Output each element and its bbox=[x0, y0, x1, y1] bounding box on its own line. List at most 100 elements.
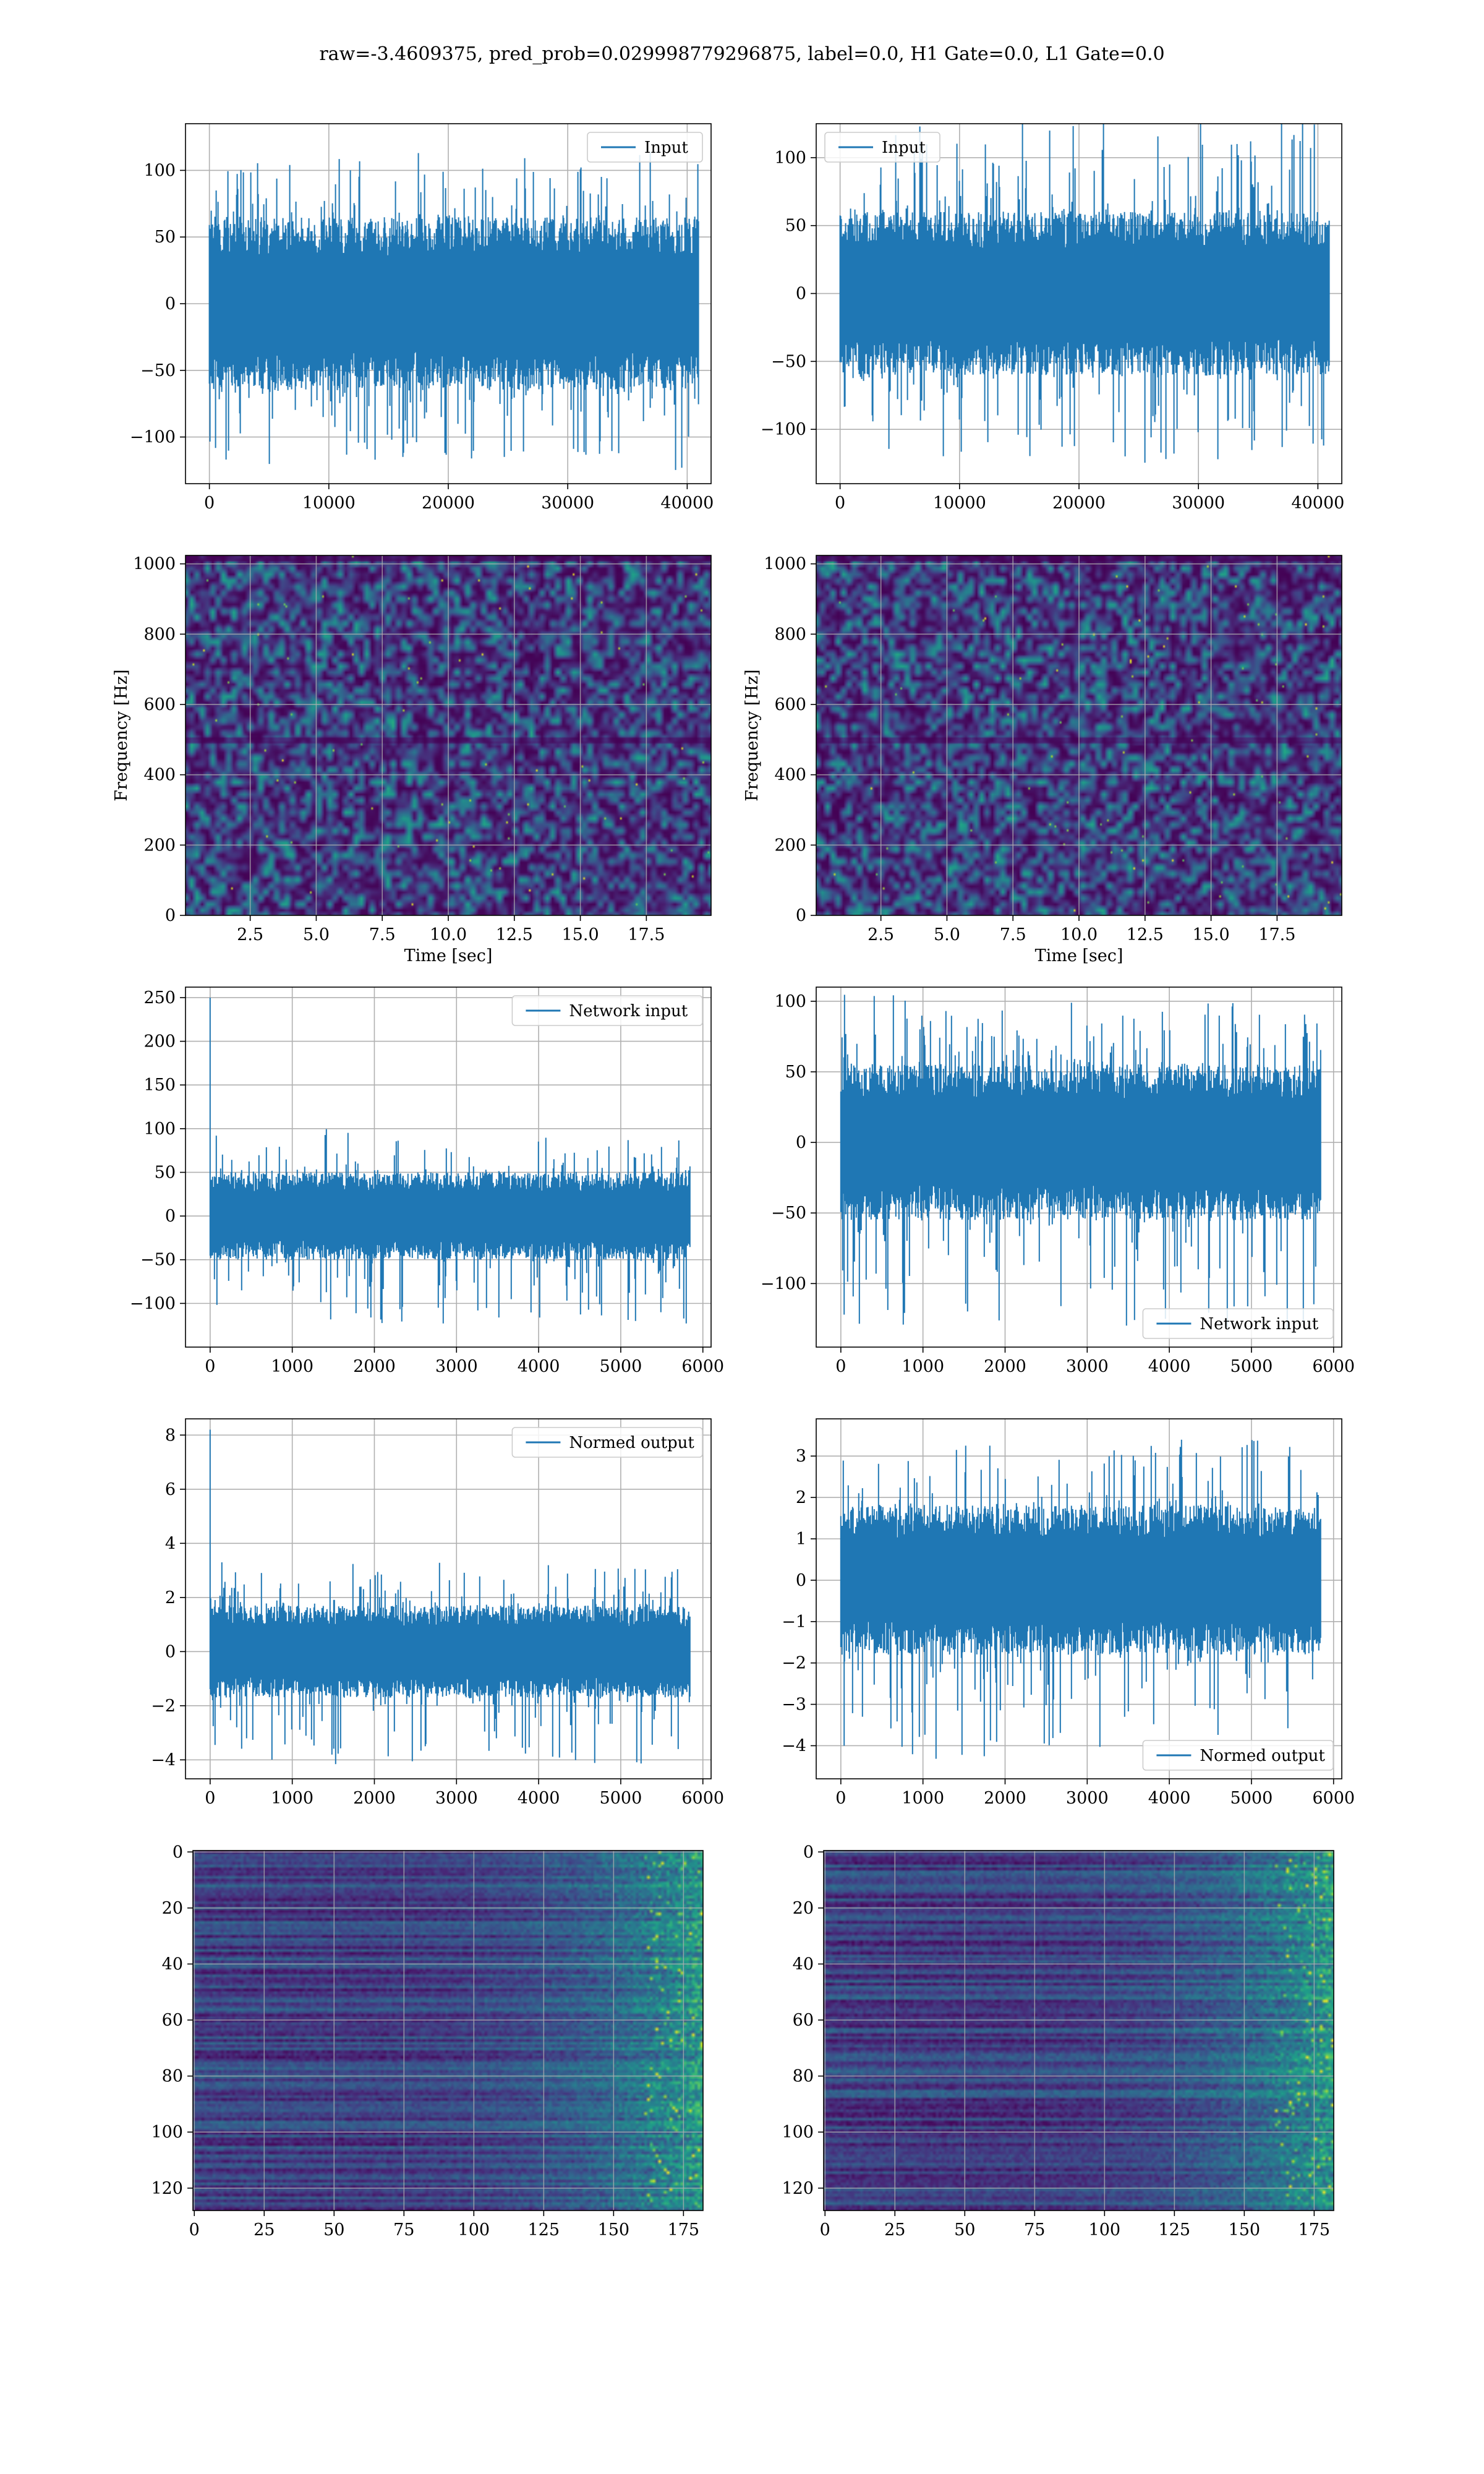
y-tick-label: 800 bbox=[774, 625, 806, 644]
y-tick-label: 40 bbox=[162, 1954, 183, 1974]
x-tick-label: 75 bbox=[393, 2220, 414, 2240]
x-tick-label: 15.0 bbox=[1193, 925, 1230, 944]
axes-frame bbox=[185, 1418, 712, 1779]
x-tick-label: 6000 bbox=[681, 1789, 724, 1808]
y-tick-label: 0 bbox=[796, 906, 806, 925]
x-tick-label: 150 bbox=[598, 2220, 630, 2240]
x-tick-label: 2.5 bbox=[237, 925, 263, 944]
x-tick-label: 10000 bbox=[933, 494, 986, 513]
y-tick-label: 20 bbox=[162, 1899, 183, 1918]
plot-l1-spectrogram: 2.5 5.0 7.5 10.0 12.5 15.0 17.5 0 200 400 600 800 10… bbox=[743, 555, 1342, 965]
x-tick-label: 30000 bbox=[541, 494, 594, 513]
x-tick-label: 2000 bbox=[984, 1789, 1026, 1808]
y-tick-label: −50 bbox=[771, 1204, 806, 1223]
y-tick-label: 0 bbox=[165, 1642, 176, 1661]
y-tick-label: 100 bbox=[774, 992, 806, 1011]
y-tick-label: −100 bbox=[761, 420, 806, 439]
y-tick-label: 0 bbox=[165, 906, 176, 925]
feature-map-image bbox=[824, 1851, 1334, 2211]
signal-trace bbox=[840, 1439, 1321, 1759]
x-tick-label: 10.0 bbox=[430, 925, 467, 944]
legend: Input bbox=[587, 132, 703, 163]
x-tick-label: 175 bbox=[668, 2220, 700, 2240]
y-tick-label: 40 bbox=[793, 1954, 814, 1974]
legend-label: Network input bbox=[1200, 1315, 1318, 1333]
signal-trace bbox=[839, 124, 1330, 463]
y-tick-label: 0 bbox=[173, 1843, 183, 1862]
y-tick-label: 800 bbox=[143, 625, 176, 644]
y-tick-label: 400 bbox=[774, 766, 806, 785]
signal-trace bbox=[209, 1429, 691, 1765]
y-tick-label: 60 bbox=[793, 2011, 814, 2030]
y-tick-label: −4 bbox=[151, 1750, 176, 1770]
y-tick-label: 200 bbox=[143, 1032, 176, 1051]
x-tick-label: 0 bbox=[835, 1789, 846, 1808]
signal-trace bbox=[208, 152, 699, 470]
x-tick-label: 6000 bbox=[1312, 1357, 1355, 1376]
plot-l1-normed-output: 0 1000 2000 3000 4000 5000 6000 −4 −3 −2 −1 0 1 2 3 Nor… bbox=[782, 1418, 1355, 1808]
x-tick-label: 3000 bbox=[435, 1789, 478, 1808]
x-tick-label: 15.0 bbox=[562, 925, 599, 944]
x-axis-label: Time [sec] bbox=[404, 946, 493, 965]
x-tick-label: 0 bbox=[189, 2220, 200, 2240]
legend-box bbox=[587, 132, 703, 163]
x-tick-label: 2000 bbox=[353, 1789, 396, 1808]
x-tick-label: 6000 bbox=[1312, 1789, 1355, 1808]
feature-map-image bbox=[193, 1851, 703, 2211]
x-tick-label: 10000 bbox=[302, 494, 356, 513]
x-tick-label: 5000 bbox=[1230, 1357, 1273, 1376]
grid-lines bbox=[824, 1851, 1334, 2211]
x-tick-label: 0 bbox=[820, 2220, 830, 2240]
x-tick-label: 3000 bbox=[1066, 1789, 1109, 1808]
grid-lines bbox=[193, 1851, 703, 2211]
x-tick-label: 4000 bbox=[518, 1357, 560, 1376]
y-axis-label: Frequency [Hz] bbox=[743, 669, 762, 801]
x-tick-label: 1000 bbox=[902, 1357, 944, 1376]
y-tick-label: 4 bbox=[165, 1534, 176, 1553]
legend-box bbox=[511, 995, 703, 1026]
axes-frame bbox=[823, 1850, 1334, 2211]
x-tick-label: 0 bbox=[204, 494, 215, 513]
y-tick-label: 1000 bbox=[764, 555, 806, 574]
x-tick-label: 0 bbox=[205, 1357, 215, 1376]
x-tick-label: 20000 bbox=[422, 494, 475, 513]
y-tick-label: 50 bbox=[785, 1063, 806, 1082]
y-tick-label: 100 bbox=[782, 2123, 814, 2142]
y-tick-label: 150 bbox=[143, 1076, 176, 1095]
y-tick-label: 2 bbox=[165, 1588, 176, 1607]
plot-h1-network-input: 0 1000 2000 3000 4000 5000 6000 −100 −50 0 50 100 15… bbox=[130, 987, 724, 1376]
x-tick-label: 100 bbox=[458, 2220, 490, 2240]
y-tick-label: −50 bbox=[771, 352, 806, 371]
x-tick-label: 3000 bbox=[435, 1357, 478, 1376]
legend-box bbox=[1142, 1740, 1334, 1771]
x-tick-label: 6000 bbox=[681, 1357, 724, 1376]
x-tick-label: 7.5 bbox=[1000, 925, 1026, 944]
x-tick-label: 30000 bbox=[1172, 494, 1225, 513]
y-tick-label: 8 bbox=[165, 1426, 176, 1445]
axes-frame bbox=[816, 987, 1342, 1348]
y-tick-label: 100 bbox=[774, 148, 806, 168]
signal-trace bbox=[840, 995, 1321, 1330]
y-tick-label: 0 bbox=[796, 285, 806, 304]
x-tick-label: 7.5 bbox=[369, 925, 396, 944]
x-axis-label: Time [sec] bbox=[1035, 946, 1124, 965]
y-tick-label: 50 bbox=[155, 1163, 176, 1182]
y-tick-label: −4 bbox=[782, 1736, 806, 1755]
x-tick-label: 2000 bbox=[984, 1357, 1026, 1376]
y-tick-label: 600 bbox=[143, 695, 176, 714]
y-tick-label: 20 bbox=[793, 1899, 814, 1918]
x-tick-label: 50 bbox=[323, 2220, 344, 2240]
x-tick-label: 0 bbox=[205, 1789, 215, 1808]
axes-frame bbox=[192, 1850, 704, 2211]
x-tick-label: 5.0 bbox=[934, 925, 960, 944]
legend-label: Normed output bbox=[1200, 1747, 1325, 1765]
y-tick-label: −2 bbox=[782, 1654, 806, 1673]
y-tick-label: 100 bbox=[151, 2123, 183, 2142]
y-tick-label: 120 bbox=[151, 2179, 183, 2198]
x-tick-label: 17.5 bbox=[1258, 925, 1295, 944]
legend-box bbox=[1142, 1308, 1334, 1339]
x-tick-label: 10.0 bbox=[1060, 925, 1098, 944]
grid-lines bbox=[186, 1419, 711, 1779]
y-tick-label: 200 bbox=[143, 836, 176, 855]
